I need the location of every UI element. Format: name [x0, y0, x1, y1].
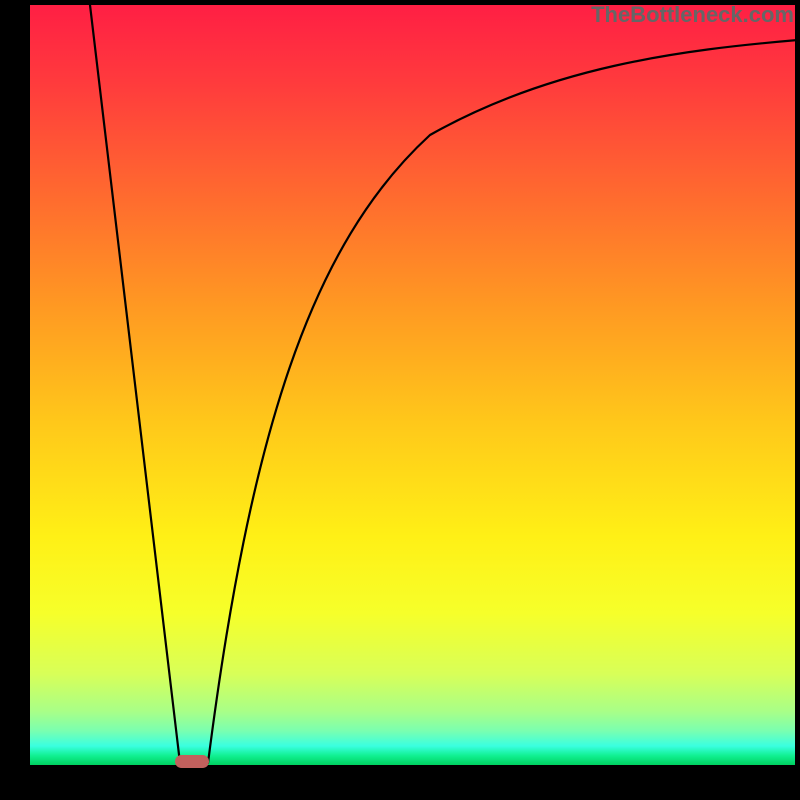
plot-area [30, 5, 795, 765]
optimal-point-marker [175, 755, 209, 768]
bottleneck-curve [30, 5, 795, 765]
chart-frame: TheBottleneck.com [0, 0, 800, 800]
watermark-text: TheBottleneck.com [591, 2, 794, 28]
